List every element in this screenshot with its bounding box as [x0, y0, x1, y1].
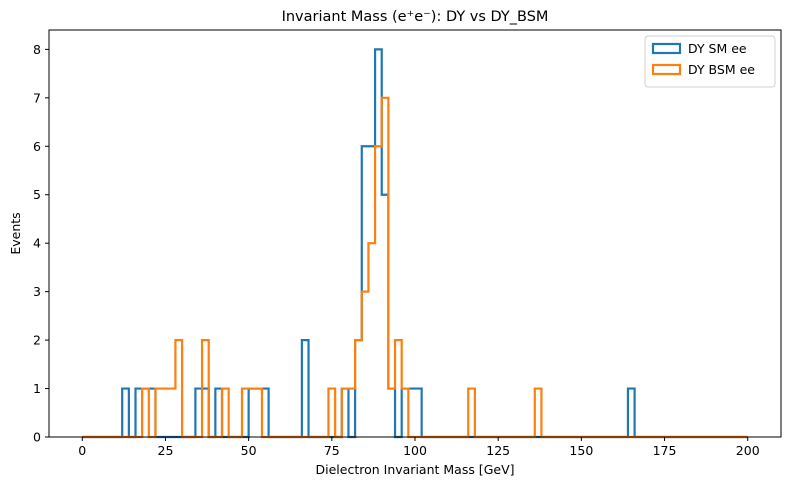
x-tick-label: 175: [653, 443, 677, 458]
legend: DY SM ee DY BSM ee: [644, 35, 776, 88]
legend-label: DY BSM ee: [688, 62, 755, 77]
y-tick-label: 5: [33, 187, 41, 202]
series-dy-bsm-ee-step: [82, 96, 748, 439]
y-tick-label: 0: [33, 430, 41, 445]
y-tick-label: 4: [33, 236, 41, 251]
chart-title: Invariant Mass (e⁺e⁻): DY vs DY_BSM: [282, 9, 549, 25]
legend-swatch: [651, 42, 682, 55]
plot-frame: [48, 29, 782, 438]
axes-layer: 0 25 50 75 100 125 150 175 200 0 1 2 3 4 5 6 7 8: [33, 29, 782, 458]
x-tick-label: 50: [241, 443, 257, 458]
y-tick-label: 7: [33, 90, 41, 105]
x-tick-label: 0: [78, 443, 86, 458]
y-tick-label: 2: [33, 333, 41, 348]
x-tick-label: 25: [158, 443, 174, 458]
y-tick-label: 6: [33, 139, 41, 154]
x-tick-label: 75: [324, 443, 340, 458]
x-tick-label: 150: [569, 443, 593, 458]
y-tick-label: 8: [33, 42, 41, 57]
x-axis-label: Dielectron Invariant Mass [GeV]: [316, 462, 515, 477]
legend-swatch: [651, 63, 682, 76]
y-tick-label: 3: [33, 284, 41, 299]
x-tick-label: 100: [403, 443, 427, 458]
x-tick-label: 125: [486, 443, 510, 458]
y-axis-label: Events: [8, 212, 23, 254]
series-layer: [82, 48, 748, 439]
y-tick-label: 1: [33, 381, 41, 396]
x-tick-label: 200: [736, 443, 760, 458]
legend-label: DY SM ee: [688, 41, 747, 56]
